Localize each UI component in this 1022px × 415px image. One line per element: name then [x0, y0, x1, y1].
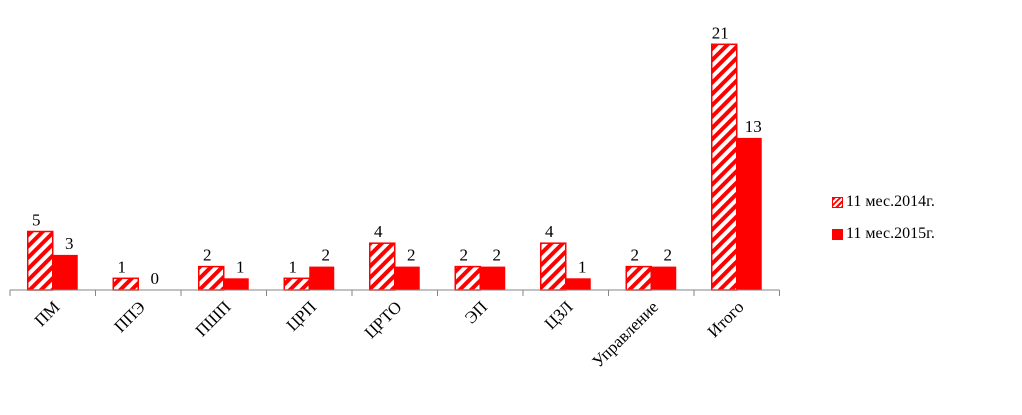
data-label: 1: [118, 257, 127, 276]
bar-2014: [625, 265, 652, 291]
category-label: ЦРТО: [361, 297, 406, 342]
legend-swatch-hatched: [832, 196, 843, 208]
bar-2015: [52, 254, 78, 290]
x-axis-ticks: [9, 290, 780, 296]
data-label: 2: [322, 246, 331, 265]
bars-layer: [27, 43, 762, 291]
category-label: Итого: [704, 297, 748, 341]
bar-2014: [369, 242, 396, 291]
bar-2015: [394, 266, 420, 290]
bar-2015: [223, 278, 249, 290]
data-label: 13: [745, 117, 762, 136]
legend-label-2015: 11 мес.2015г.: [846, 225, 935, 242]
bar-2015: [736, 137, 762, 290]
data-label: 5: [32, 211, 41, 230]
data-label: 21: [712, 23, 729, 42]
category-label: ППЭ: [110, 297, 149, 336]
bar-2014: [711, 43, 738, 291]
bar-2015: [480, 266, 506, 290]
legend: 11 мес.2014г. 11 мес.2015г.: [832, 190, 1020, 254]
legend-swatch-solid: [832, 228, 843, 240]
data-label: 2: [631, 246, 640, 265]
category-label: ПШП: [192, 297, 235, 340]
legend-item-2014: 11 мес.2014г.: [832, 190, 1020, 214]
bar-2015: [651, 266, 677, 290]
bar-2015: [309, 266, 335, 290]
legend-item-2015: 11 мес.2015г.: [832, 222, 1020, 246]
data-label: 2: [407, 246, 416, 265]
data-label: 2: [460, 246, 469, 265]
category-label: ЦРП: [283, 297, 320, 334]
data-label: 1: [289, 257, 298, 276]
data-label: 2: [664, 246, 673, 265]
bar-2015: [565, 278, 591, 290]
category-labels-layer: ПМ ППЭ ПШП ЦРП ЦРТО ЭП ЦЗЛ Управление Итого: [31, 297, 748, 371]
bar-2014: [27, 230, 54, 291]
bar-2014: [198, 265, 225, 291]
data-label: 1: [236, 257, 245, 276]
data-label: 2: [203, 246, 212, 265]
data-label: 0: [151, 269, 160, 288]
category-label: ПМ: [31, 297, 64, 330]
bar-2014: [112, 277, 139, 291]
data-label: 4: [374, 222, 383, 241]
category-label: ЦЗЛ: [541, 297, 577, 333]
data-label: 2: [493, 246, 502, 265]
bar-2014: [540, 242, 567, 291]
category-label: ЭП: [461, 297, 491, 327]
bar-2014: [283, 277, 310, 291]
legend-label-2014: 11 мес.2014г.: [846, 193, 935, 210]
data-label: 3: [65, 234, 74, 253]
data-label: 4: [545, 222, 554, 241]
data-label: 1: [578, 257, 587, 276]
bar-2014: [454, 265, 481, 291]
category-label: Управление: [588, 297, 662, 371]
